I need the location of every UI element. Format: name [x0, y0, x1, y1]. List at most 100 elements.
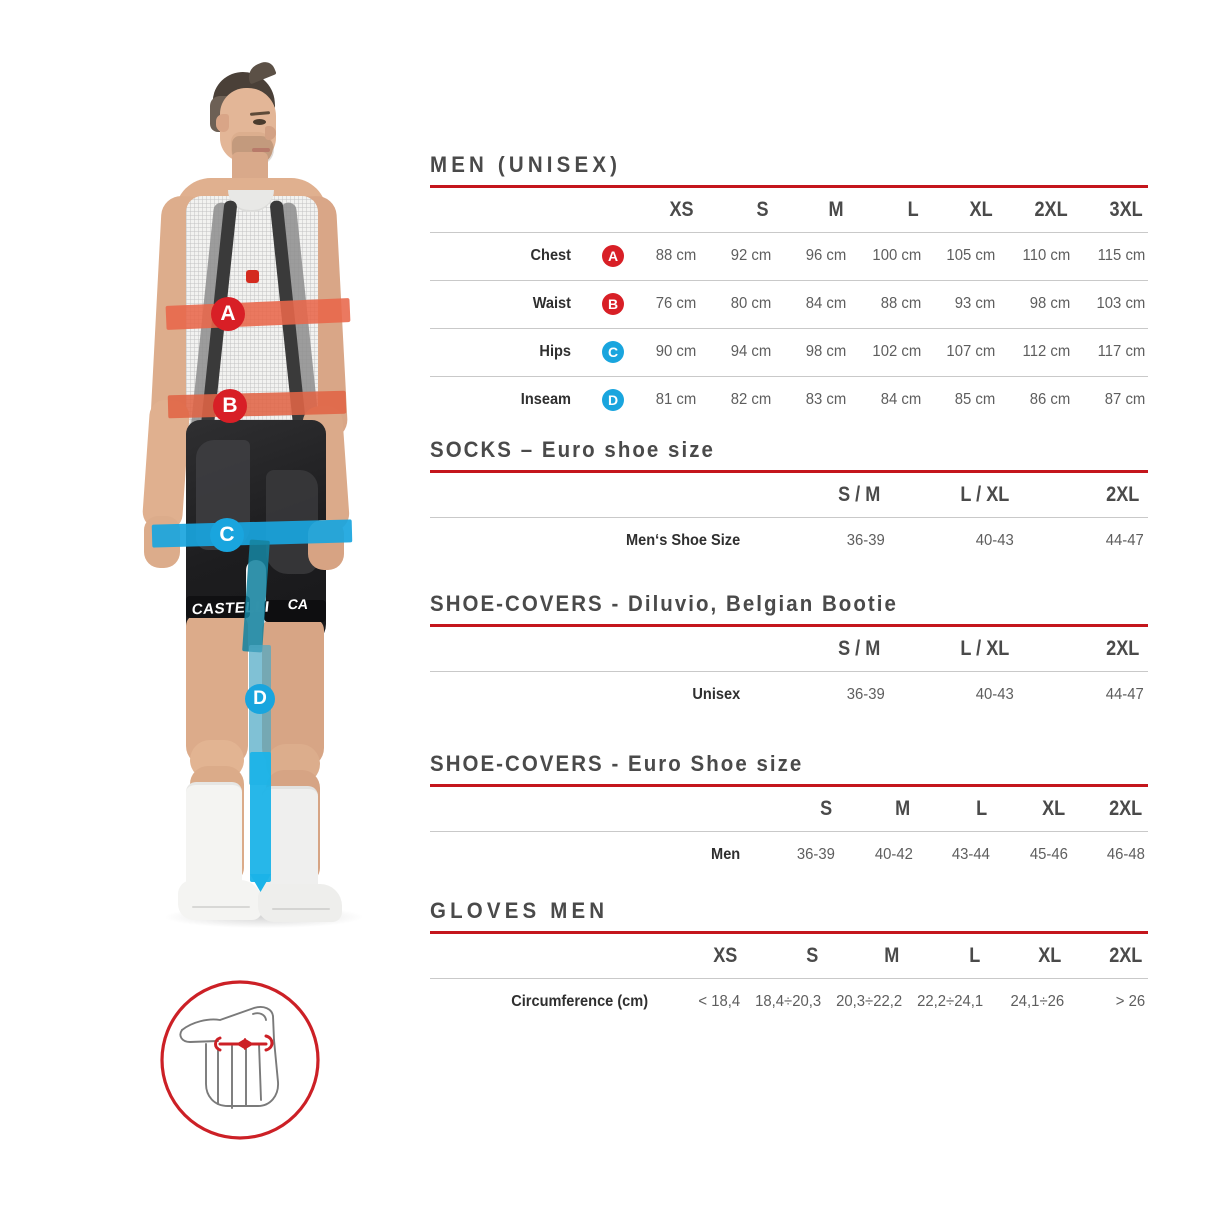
column-header-xl: XL — [969, 197, 993, 221]
cell-value: 24,1÷26 — [988, 977, 1065, 1026]
table-row: Waist B 76 cm 80 cm 84 cm 88 cm 93 cm 98 cm 103 … — [430, 279, 1148, 328]
column-header-xs: XS — [669, 197, 694, 221]
cell-value: 90 cm — [626, 327, 697, 376]
hand-outline — [179, 1006, 279, 1109]
model-figure-panel: CASTELLI CA A B C D — [0, 0, 420, 1214]
column-header-2xl: 2XL — [1109, 796, 1143, 820]
cell-value: 86 cm — [1000, 375, 1071, 424]
table-row: Hips C 90 cm 94 cm 98 cm 102 cm 107 cm 112 cm 11… — [430, 327, 1148, 376]
model-nose — [265, 126, 276, 140]
size-tables-panel: MEN (UNISEX) XS S M L XL 2XL 3XL Chest A 88 cm 92 c… — [430, 0, 1160, 1214]
column-header-2xl: 2XL — [1034, 197, 1068, 221]
cell-value: 100 cm — [851, 231, 921, 280]
measure-badge-c: C — [602, 341, 625, 363]
cell-value: 93 cm — [926, 279, 996, 328]
cell-value: 94 cm — [701, 327, 772, 376]
right-toe-seam — [272, 908, 330, 910]
header-spacer — [430, 787, 760, 831]
figure-marker-b: B — [213, 389, 247, 423]
figure-marker-a: A — [211, 297, 245, 331]
model-left-forearm — [141, 398, 191, 532]
cell-value: 98 cm — [1000, 279, 1071, 328]
hand-circumference-icon — [158, 978, 322, 1142]
cell-value: 18,4÷20,3 — [745, 977, 822, 1026]
table-row: Chest A 88 cm 92 cm 96 cm 100 cm 105 cm 110 cm 1… — [430, 231, 1148, 280]
section-title-shoe-covers-diluvio: SHOE-COVERS - Diluvio, Belgian Bootie — [430, 591, 898, 616]
cell-value: 112 cm — [1000, 327, 1071, 376]
section-title-socks: SOCKS – Euro shoe size — [430, 437, 715, 462]
table-row: Inseam D 81 cm 82 cm 83 cm 84 cm 85 cm 86 cm 87 … — [430, 375, 1148, 424]
cell-value: 40-43 — [893, 516, 1015, 565]
inseam-measure-strip-lower — [250, 752, 271, 882]
column-header-xl: XL — [1041, 796, 1065, 820]
cell-value: 110 cm — [1000, 231, 1071, 280]
section-men-unisex: MEN (UNISEX) XS S M L XL 2XL 3XL Chest A 88 cm 92 c… — [430, 152, 1148, 424]
table-header-row: S / M L / XL 2XL — [430, 473, 1148, 517]
cell-value: 117 cm — [1075, 327, 1146, 376]
column-header-sm: S / M — [838, 482, 881, 506]
size-table-gloves-men: XS S M L XL 2XL Circumference (cm) < 18,4 18,4÷2… — [430, 934, 1148, 1026]
row-label-hips: Hips — [430, 327, 572, 376]
cell-value: 115 cm — [1075, 231, 1146, 280]
section-rule-shoe-covers-diluvio — [430, 624, 1148, 627]
cell-value: 80 cm — [701, 279, 772, 328]
header-spacer — [430, 934, 662, 978]
size-table-socks: S / M L / XL 2XL Men‘s Shoe Size 36-39 40-43 4… — [430, 473, 1148, 565]
cell-value: 96 cm — [776, 231, 846, 280]
column-header-s: S — [820, 796, 833, 820]
cell-value: 76 cm — [626, 279, 697, 328]
model-right-foot — [258, 884, 342, 922]
table-row: Unisex 36-39 40-43 44-47 — [430, 670, 1148, 719]
row-badge-cell: A — [580, 231, 625, 280]
hand-circumference-icon-svg — [160, 980, 320, 1140]
cell-value: 103 cm — [1075, 279, 1146, 328]
cell-value: 43-44 — [917, 830, 991, 879]
model-eye — [253, 119, 266, 125]
model-ear — [216, 114, 229, 132]
cell-value: 36-39 — [764, 516, 885, 565]
cell-value: 107 cm — [926, 327, 996, 376]
castelli-wordmark-partial: CA — [286, 596, 310, 612]
measure-badge-d: D — [602, 389, 625, 412]
column-header-l: L — [969, 943, 981, 967]
header-spacer — [430, 473, 760, 517]
table-row: Men‘s Shoe Size 36-39 40-43 44-47 — [430, 516, 1148, 565]
header-spacer — [430, 627, 760, 671]
cell-value: 105 cm — [926, 231, 996, 280]
cell-value: 20,3÷22,2 — [826, 977, 903, 1026]
column-header-m: M — [894, 796, 910, 820]
cell-value: 85 cm — [926, 375, 996, 424]
cell-value: < 18,4 — [664, 977, 741, 1026]
section-rule-socks — [430, 470, 1148, 473]
table-row: Men 36-39 40-42 43-44 45-46 46-48 — [430, 830, 1148, 879]
section-title-men-unisex: MEN (UNISEX) — [430, 152, 622, 177]
model-left-foot — [178, 880, 262, 920]
column-header-2xl: 2XL — [1105, 482, 1139, 506]
row-label-chest: Chest — [430, 231, 572, 280]
cell-value: 81 cm — [626, 375, 697, 424]
cell-value: 84 cm — [776, 279, 846, 328]
row-badge-cell: C — [580, 327, 625, 376]
row-label-men: Men — [430, 830, 741, 879]
column-header-2xl: 2XL — [1105, 636, 1139, 660]
cell-value: 36-39 — [764, 670, 885, 719]
cell-value: 102 cm — [851, 327, 921, 376]
model-mouth — [252, 148, 270, 152]
column-header-xl: XL — [1038, 943, 1062, 967]
row-badge-cell: D — [580, 375, 625, 424]
header-spacer — [430, 188, 624, 232]
base-layer-collar — [228, 190, 274, 212]
section-socks: SOCKS – Euro shoe size S / M L / XL 2XL Men‘… — [430, 437, 1148, 565]
cell-value: 98 cm — [776, 327, 846, 376]
cell-value: 83 cm — [776, 375, 846, 424]
section-rule-shoe-covers-euro — [430, 784, 1148, 787]
section-title-shoe-covers-euro: SHOE-COVERS - Euro Shoe size — [430, 751, 804, 776]
section-rule-gloves-men — [430, 931, 1148, 934]
cell-value: 88 cm — [626, 231, 697, 280]
section-shoe-covers-euro: SHOE-COVERS - Euro Shoe size S M L XL 2XL Men 3… — [430, 751, 1148, 879]
column-header-s: S — [756, 197, 769, 221]
row-label-mensshoesize: Men‘s Shoe Size — [430, 516, 741, 565]
size-table-shoe-covers-euro: S M L XL 2XL Men 36-39 40-42 43-44 45-46 46-48 — [430, 787, 1148, 879]
column-header-lxl: L / XL — [960, 482, 1010, 506]
figure-marker-d: D — [245, 684, 275, 714]
